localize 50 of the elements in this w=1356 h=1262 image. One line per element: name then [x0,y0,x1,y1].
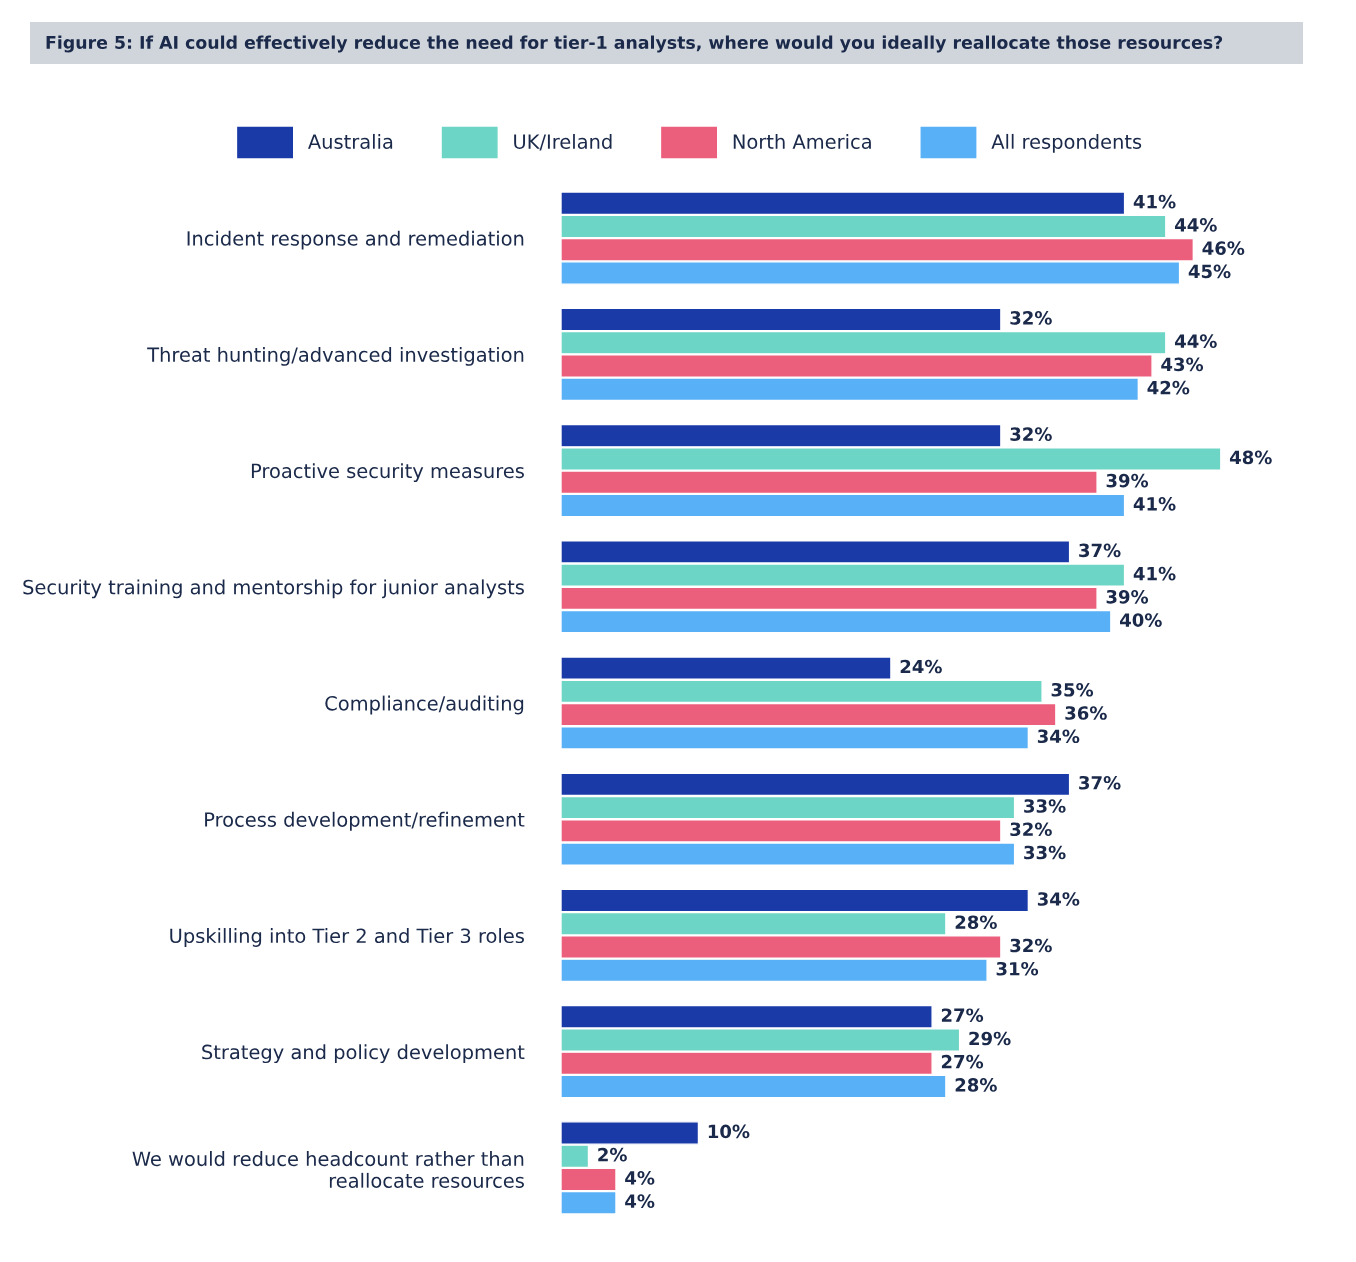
data-label: 33% [1024,799,1066,813]
data-label: 45% [1188,264,1231,279]
data-label: 43% [1161,357,1204,372]
data-label: 32% [1010,938,1052,953]
y-tick-label: Incident response and remediation [187,230,524,250]
legend-label: Australia [308,133,393,149]
data-label: 27% [941,1054,984,1069]
data-label: 37% [1079,775,1121,790]
y-tick-label: Security training and mentorship for junior analysts [23,579,524,599]
data-label: 31% [996,961,1039,976]
data-label: 46% [1202,241,1245,255]
y-tick-label: Threat hunting/advanced investigation [147,346,524,366]
y-tick-label: Process development/refinement [205,811,525,831]
data-label: 37% [1079,543,1121,558]
y-tick-label: We would reduce headcount rather than reallocate resources [132,1151,524,1188]
y-tick-label: Upskilling into Tier 2 and Tier 3 roles [170,928,524,947]
data-label: 29% [969,1031,1011,1046]
data-label: 4% [625,1194,655,1208]
data-label: 41% [1133,194,1176,209]
data-label: 28% [955,1078,997,1092]
legend-label: North America [733,133,871,149]
data-label: 32% [1010,822,1052,837]
data-label: 27% [941,1008,984,1023]
data-label: 35% [1051,682,1094,697]
data-label: 2% [598,1147,627,1162]
legend-label: UK/Ireland [514,133,612,151]
y-tick-label: Strategy and policy development [202,1044,525,1064]
data-label: 39% [1106,589,1149,604]
data-label: 33% [1024,845,1066,860]
y-tick-label: Proactive security measures [251,463,524,482]
data-label: 34% [1037,729,1080,744]
data-label: 24% [900,659,942,674]
data-label: 36% [1065,706,1107,720]
data-label: 44% [1174,218,1217,232]
data-label: 41% [1133,497,1176,511]
data-label: 10% [708,1124,750,1139]
data-label: 32% [1010,427,1052,441]
data-label: 32% [1010,311,1052,325]
data-label: 28% [955,915,997,930]
data-label: 48% [1229,450,1272,465]
data-label: 42% [1147,380,1190,395]
chart-title: Figure 5: If AI could effectively reduce the need for tier-1 analysts, where would you ideally reallocate those resources? [46,35,1223,53]
y-tick-label: Compliance/auditing [325,695,524,715]
legend-label: All respondents [991,133,1142,153]
data-label: 41% [1133,566,1176,581]
data-label: 34% [1037,892,1080,906]
data-label: 44% [1174,334,1217,348]
data-label: 40% [1120,613,1162,627]
data-label: 4% [625,1171,655,1185]
data-label: 39% [1106,473,1149,488]
